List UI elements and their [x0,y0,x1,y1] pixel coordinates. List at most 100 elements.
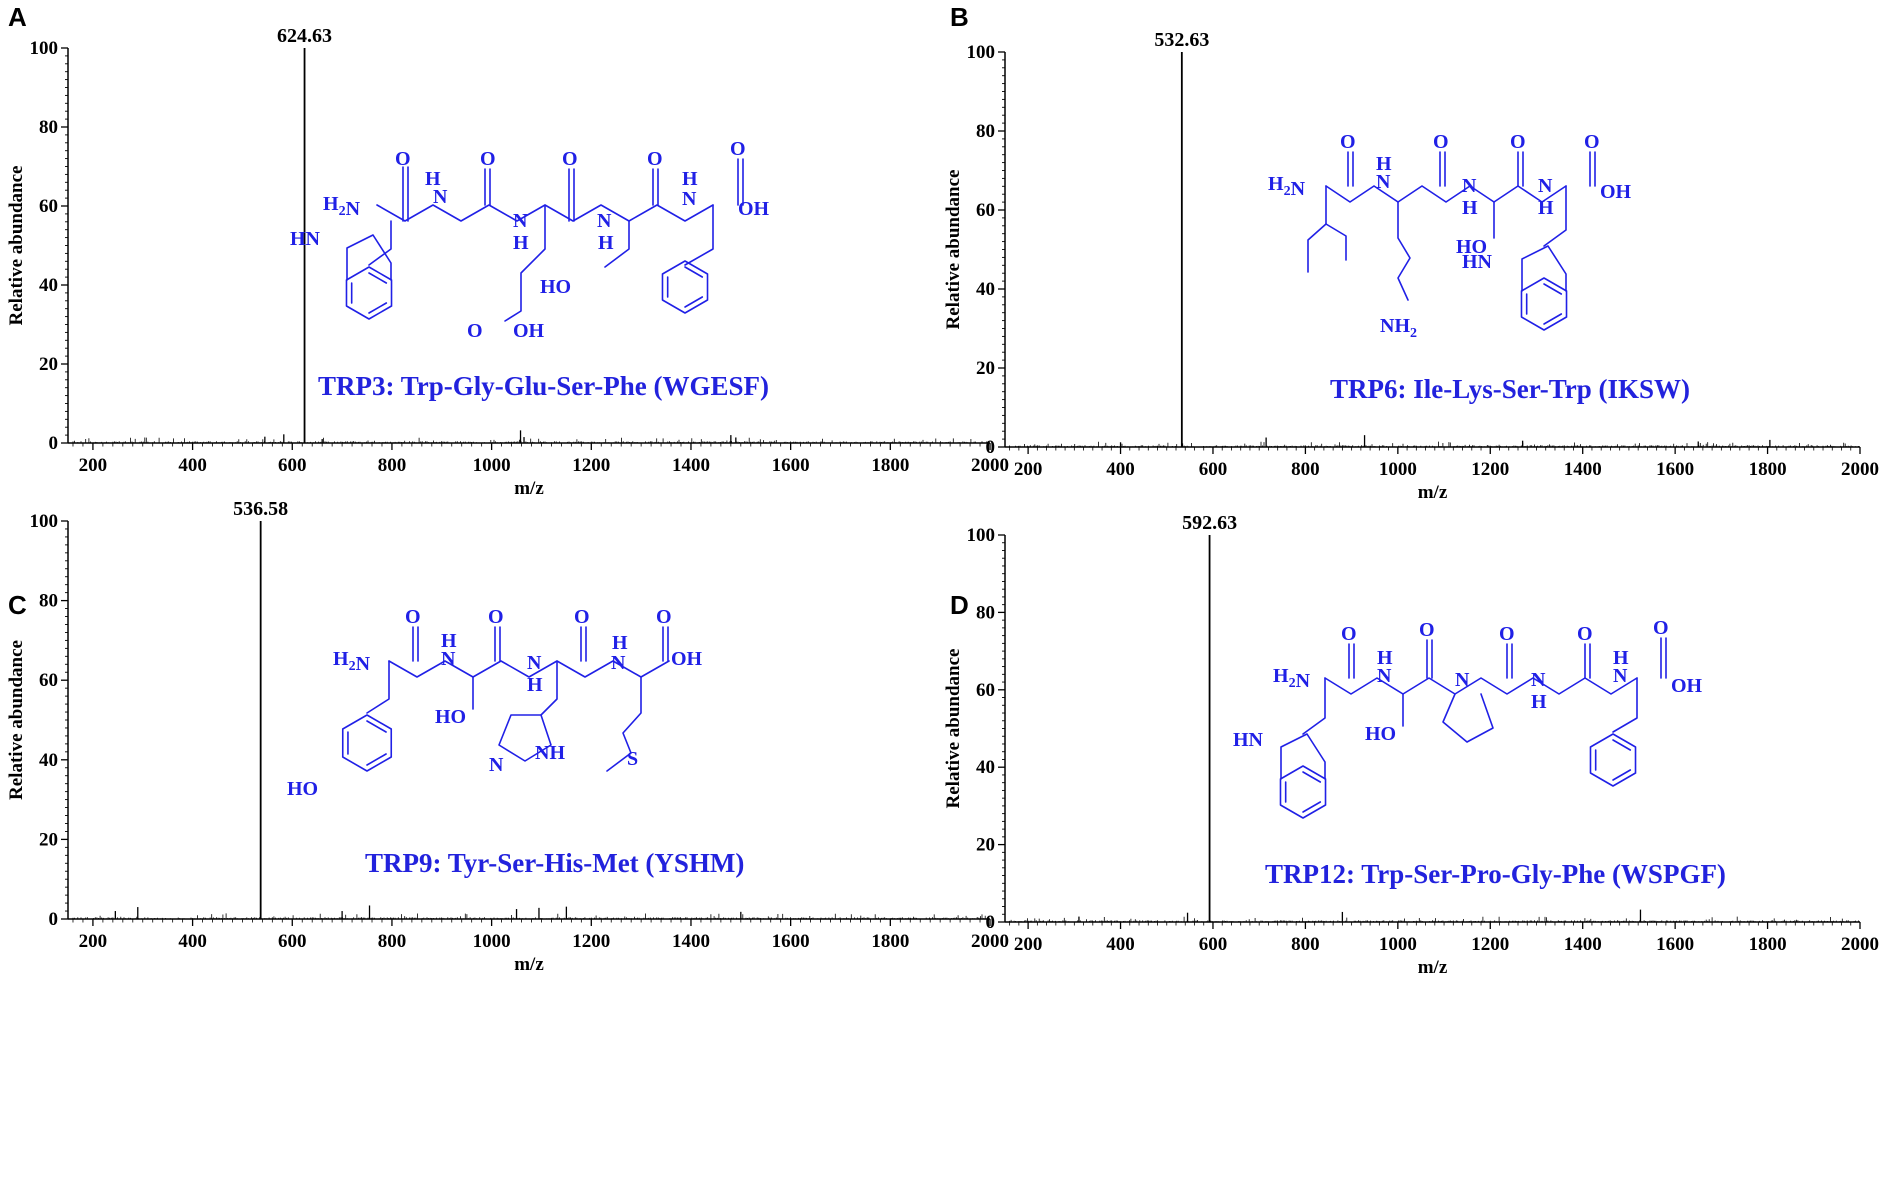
x-tick-label: 600 [278,931,307,952]
side-chain [368,220,392,266]
ring-double-bond [1612,769,1632,781]
nitrogen: N [1613,665,1628,687]
y-tick-label: 100 [967,525,996,546]
x-tick-label: 400 [1106,459,1135,480]
ring-double-bond [368,302,388,314]
backbone-chain [1325,185,1567,203]
nh-indole: HN [290,228,321,250]
amino-label: H2N [1268,173,1306,200]
x-tick-label: 1000 [473,931,511,952]
nitrogen: N [1377,665,1392,687]
nitrogen: N [1462,175,1477,197]
x-tick-label: 200 [1014,459,1043,480]
ring-double-bond [368,272,388,284]
phenyl-ring [661,260,709,314]
oxygen: O [562,148,578,170]
x-axis-title: m/z [514,954,544,975]
imidazole-ring [498,714,552,762]
hydrogen: H [1376,153,1392,175]
x-tick-label: 200 [1014,934,1043,955]
panel-letter: D [950,590,969,620]
oxygen: O [1510,131,1526,153]
indole-pyrrole-ring [1280,733,1326,780]
x-tick-label: 1800 [871,455,909,476]
peptide-label: TRP3: Trp-Gly-Glu-Ser-Phe (WGESF) [318,371,769,401]
ring-double-bond [1543,283,1563,295]
x-tick-label: 1200 [572,455,610,476]
side-chain [684,204,714,266]
backbone-chain [388,660,670,678]
side-chain [606,676,642,772]
y-tick-label: 40 [976,757,995,778]
y-tick-label: 20 [39,829,58,850]
x-tick-label: 1000 [1379,934,1417,955]
y-tick-label: 80 [39,591,58,612]
x-tick-label: 600 [278,455,307,476]
nitrogen: N [1376,171,1391,193]
backbone-chain [1324,677,1638,695]
oxygen: O [1419,619,1435,641]
hydrogen: H [1462,197,1478,219]
spectrum-panel-b: B 0 20 40 60 80 100 200 400 600 800 1000 1200 1400 160… [943,2,1879,503]
side-chain [604,220,630,268]
nitrogen: N [1455,669,1470,691]
amine: NH2 [1380,315,1417,341]
x-axis-title: m/z [1418,957,1448,978]
ring-double-bond [1612,739,1632,751]
amino-label: H2N [333,648,371,675]
x-axis-title: m/z [514,478,544,499]
amino-label: H2N [323,193,361,220]
x-tick-label: 1600 [772,455,810,476]
indole-pyrrole-ring [1521,245,1567,292]
panel-letter: C [8,590,27,620]
oxygen: O [647,148,663,170]
nitrogen: N [489,754,504,776]
oxygen: O [1584,131,1600,153]
peak-mz-label: 624.63 [277,25,332,47]
peak-mz-label: 536.58 [233,498,288,520]
y-tick-label: 60 [39,196,58,217]
hydroxyl: OH [1671,675,1703,697]
oxygen: O [1653,617,1669,639]
x-tick-label: 1600 [1656,934,1694,955]
hydrogen: H [1377,647,1393,669]
y-tick-label: 80 [976,602,995,623]
indole-pyrrole-ring [346,234,392,281]
x-tick-label: 1200 [1471,934,1509,955]
y-tick-label: 60 [39,670,58,691]
ring-double-bond [366,753,387,766]
nitrogen: N [527,652,542,674]
x-tick-label: 800 [378,931,407,952]
x-tick-label: 1800 [1749,934,1787,955]
hydroxyl: OH [513,320,545,342]
oxygen: O [405,606,421,628]
peak-mz-label: 532.63 [1154,29,1209,51]
x-tick-label: 1800 [1749,459,1787,480]
hydrogen: H [598,232,614,254]
x-tick-label: 600 [1199,934,1228,955]
hydrogen: H [682,168,698,190]
side-chain [1612,677,1638,733]
phenyl-ring [1589,733,1637,787]
noise-baseline [1009,441,1859,447]
oxygen: O [1341,623,1357,645]
nh-indole: HN [1462,251,1493,273]
y-tick-label: 20 [39,354,58,375]
x-tick-label: 1400 [672,931,710,952]
indole-benzene-ring [1279,765,1327,819]
ring-double-bond [684,266,704,278]
peptide-label: TRP6: Ile-Lys-Ser-Trp (IKSW) [1330,374,1690,404]
side-chain [366,660,390,714]
x-tick-label: 2000 [1841,934,1879,955]
hydrogen: H [425,168,441,190]
indole-benzene-ring [1520,277,1568,331]
y-tick-label: 80 [976,121,995,142]
x-tick-label: 1600 [772,931,810,952]
y-tick-label: 0 [986,912,996,933]
y-tick-label: 40 [976,279,995,300]
y-axis-title: Relative abundance [943,170,964,330]
